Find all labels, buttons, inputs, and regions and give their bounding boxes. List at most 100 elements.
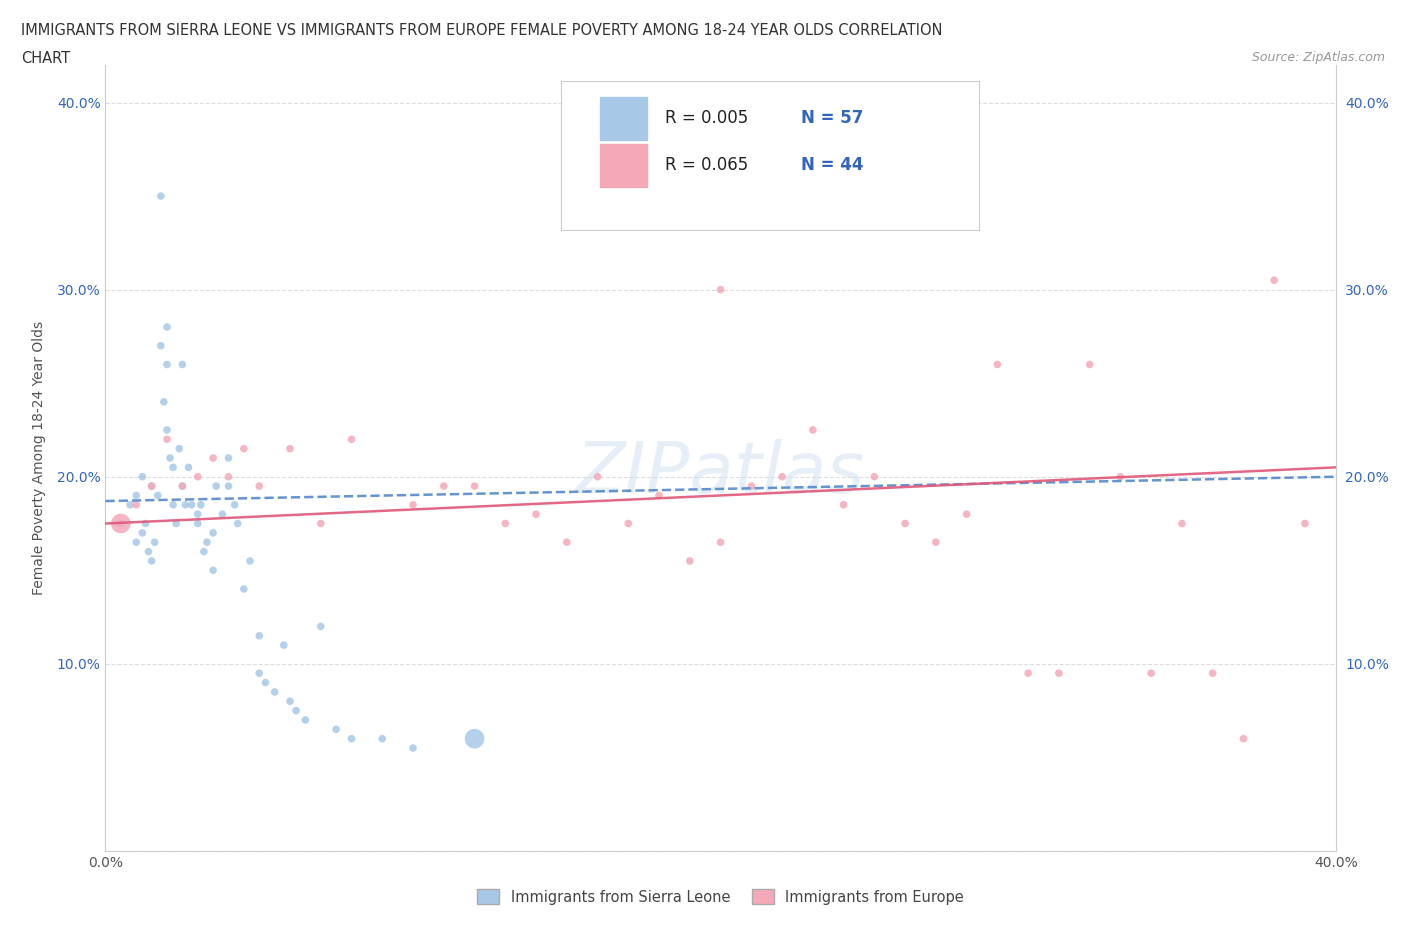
Point xyxy=(247,479,270,494)
Point xyxy=(172,357,194,372)
Point xyxy=(278,441,301,456)
Point xyxy=(110,516,132,531)
Point xyxy=(162,460,184,475)
Point xyxy=(224,498,246,512)
Point xyxy=(247,629,270,644)
Point xyxy=(141,479,163,494)
Point xyxy=(211,507,233,522)
Point xyxy=(617,516,640,531)
Text: IMMIGRANTS FROM SIERRA LEONE VS IMMIGRANTS FROM EUROPE FEMALE POVERTY AMONG 18-2: IMMIGRANTS FROM SIERRA LEONE VS IMMIGRAN… xyxy=(21,23,942,38)
Point xyxy=(1140,666,1163,681)
Point xyxy=(371,731,394,746)
Point xyxy=(1294,516,1316,531)
Point xyxy=(120,498,141,512)
Point xyxy=(156,320,179,335)
Point xyxy=(131,525,153,540)
Text: R = 0.065: R = 0.065 xyxy=(665,156,748,174)
Point xyxy=(524,507,547,522)
Point xyxy=(134,516,156,531)
Point xyxy=(202,451,225,466)
Point xyxy=(340,432,363,446)
Point xyxy=(174,498,197,512)
Point xyxy=(273,638,295,653)
Point xyxy=(740,479,762,494)
Point xyxy=(141,479,163,494)
Point xyxy=(263,684,285,699)
Point xyxy=(285,703,308,718)
Point xyxy=(218,451,240,466)
Point xyxy=(254,675,277,690)
Point xyxy=(278,694,301,709)
Point xyxy=(986,357,1008,372)
Point xyxy=(202,525,225,540)
Point xyxy=(125,498,148,512)
Point xyxy=(294,712,316,727)
Point xyxy=(894,516,917,531)
Point xyxy=(1109,470,1132,485)
Point xyxy=(125,535,148,550)
Point xyxy=(202,563,225,578)
Point xyxy=(177,460,200,475)
Point xyxy=(710,535,733,550)
Text: N = 44: N = 44 xyxy=(800,156,863,174)
Point xyxy=(143,535,166,550)
Point xyxy=(247,666,270,681)
Point xyxy=(195,535,218,550)
Text: ZIPatlas: ZIPatlas xyxy=(576,439,865,508)
Point xyxy=(190,498,212,512)
Y-axis label: Female Poverty Among 18-24 Year Olds: Female Poverty Among 18-24 Year Olds xyxy=(31,321,45,595)
Point xyxy=(232,581,254,596)
Point xyxy=(156,432,179,446)
Point xyxy=(162,498,184,512)
Point xyxy=(1017,666,1039,681)
Point xyxy=(309,516,332,531)
Text: N = 57: N = 57 xyxy=(800,109,863,127)
Point xyxy=(159,451,181,466)
Point xyxy=(218,479,240,494)
Point xyxy=(464,731,486,746)
Point xyxy=(110,516,132,531)
Point xyxy=(146,488,169,503)
FancyBboxPatch shape xyxy=(561,81,979,230)
Point xyxy=(770,470,793,485)
Point xyxy=(172,479,194,494)
Point xyxy=(156,357,179,372)
Text: R = 0.005: R = 0.005 xyxy=(665,109,748,127)
Point xyxy=(956,507,979,522)
Point xyxy=(586,470,609,485)
Point xyxy=(138,544,160,559)
Point xyxy=(131,470,153,485)
Point xyxy=(925,535,948,550)
Point xyxy=(679,553,702,568)
Point xyxy=(187,507,209,522)
Point xyxy=(648,488,671,503)
Point xyxy=(218,470,240,485)
FancyBboxPatch shape xyxy=(600,97,647,140)
Point xyxy=(232,441,254,456)
Point xyxy=(239,553,262,568)
Point xyxy=(340,731,363,746)
Point xyxy=(555,535,578,550)
Point xyxy=(1047,666,1070,681)
Point xyxy=(141,553,163,568)
Point xyxy=(1078,357,1101,372)
Point xyxy=(165,516,187,531)
Point xyxy=(156,422,179,437)
Point xyxy=(863,470,886,485)
Text: CHART: CHART xyxy=(21,51,70,66)
Point xyxy=(494,516,516,531)
Point xyxy=(187,470,209,485)
FancyBboxPatch shape xyxy=(600,143,647,187)
Point xyxy=(180,498,202,512)
Point xyxy=(149,189,172,204)
Point xyxy=(832,498,855,512)
Point xyxy=(1201,666,1223,681)
Point xyxy=(187,516,209,531)
Point xyxy=(402,498,425,512)
Point xyxy=(125,488,148,503)
Point xyxy=(309,619,332,634)
Point xyxy=(172,479,194,494)
Point xyxy=(1171,516,1194,531)
Point xyxy=(226,516,249,531)
Point xyxy=(433,479,456,494)
